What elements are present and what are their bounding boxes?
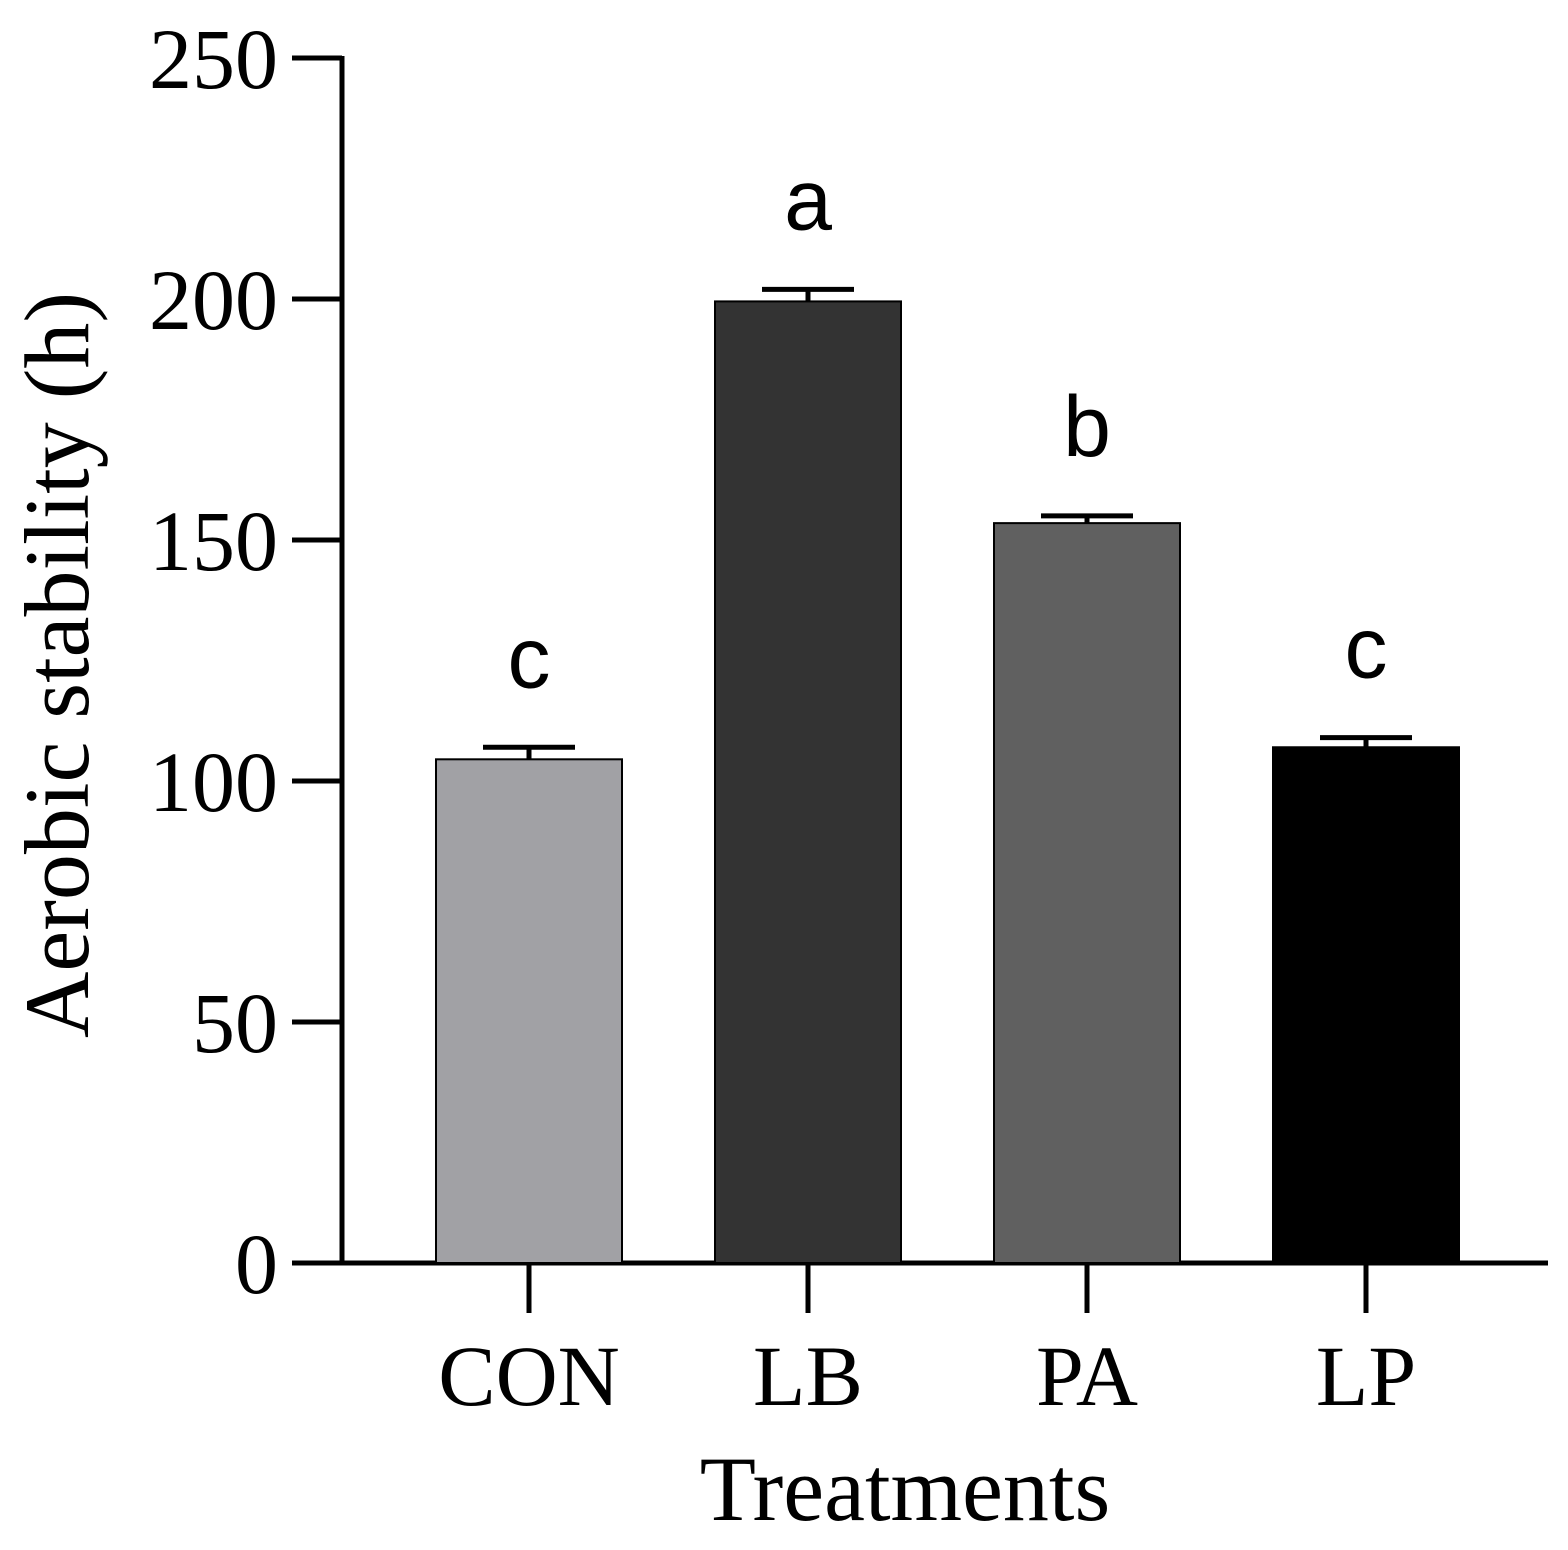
significance-label: b [1063, 379, 1111, 475]
y-tick-label: 250 [149, 11, 278, 107]
x-axis-title: Treatments [700, 1438, 1111, 1540]
y-tick-label: 150 [149, 493, 278, 589]
x-tick-label: LB [753, 1328, 863, 1424]
significance-label: a [784, 152, 832, 248]
bars: c a b c [435, 152, 1460, 1265]
bar-lb [714, 300, 902, 1265]
x-tick-label: PA [1036, 1328, 1138, 1424]
bar-lp [1272, 746, 1460, 1264]
significance-label: c [508, 610, 551, 706]
y-tick-label: 0 [235, 1216, 278, 1312]
x-tick-label: LP [1316, 1328, 1416, 1424]
x-tick-label: CON [438, 1328, 620, 1424]
y-tick-label: 200 [149, 252, 278, 348]
y-tick-label: 100 [149, 734, 278, 830]
significance-label: c [1345, 601, 1388, 697]
bar-con [435, 758, 623, 1264]
bar-pa [993, 522, 1181, 1264]
y-tick-label: 50 [192, 975, 278, 1071]
y-axis-title: Aerobic stability (h) [6, 292, 108, 1038]
y-axis: 0 50 100 150 200 250 [149, 11, 345, 1312]
x-axis: CON LB PA LP [340, 1260, 1548, 1424]
